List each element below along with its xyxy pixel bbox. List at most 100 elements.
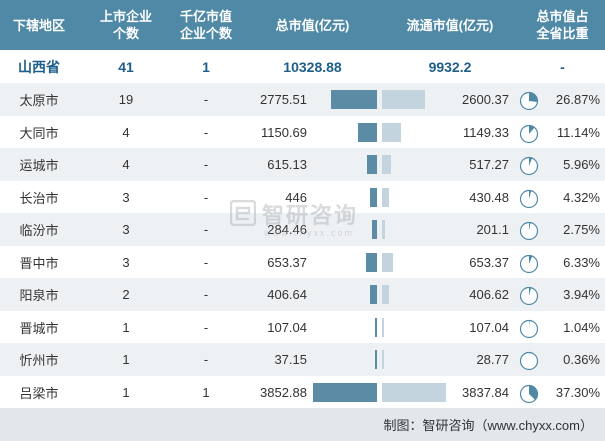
- hundred-billion-count-cell: -: [203, 92, 209, 107]
- hundred-billion-count-cell: -: [203, 254, 209, 270]
- header-floating-market-value: 流通市值(亿元): [406, 17, 494, 33]
- summary-hundred-billion-count: 1: [202, 58, 210, 75]
- summary-floating: 9932.2: [428, 58, 472, 75]
- floating-market-value-label: 201.1: [476, 222, 509, 237]
- share-pie-icon: [519, 189, 539, 208]
- total-market-value-label: 653.37: [267, 254, 307, 270]
- header-total-market-value: 总市值(亿元): [275, 17, 350, 33]
- region-cell: 晋中市: [19, 255, 59, 271]
- share-pie-slice: [529, 190, 532, 199]
- header-listed-count: 上市企业 个数: [99, 9, 152, 41]
- region-cell: 太原市: [19, 93, 59, 108]
- total-market-value-label: 284.46: [267, 222, 307, 237]
- floating-market-value-label: 406.62: [469, 287, 509, 302]
- floating-market-value-bar: [382, 252, 393, 272]
- share-pie-icon: [519, 286, 539, 306]
- header-region: 下辖地区: [12, 17, 65, 33]
- total-market-value-label: 37.15: [274, 352, 307, 367]
- hundred-billion-count-cell: 1: [202, 384, 210, 400]
- province-share-cell: 6.33%: [563, 254, 600, 270]
- table-row: 临汾市 3 - 284.46 201.1 2.75%: [0, 213, 605, 246]
- summary-share: -: [560, 58, 565, 75]
- share-pie-icon: [519, 384, 539, 403]
- floating-market-value-bar: [382, 285, 389, 304]
- total-market-value-label: 107.04: [267, 319, 307, 335]
- total-market-value-label: 406.64: [267, 287, 307, 302]
- hundred-billion-count-cell: -: [203, 352, 209, 367]
- watermark-url: www.chyxx.com: [264, 228, 355, 238]
- region-cell: 阳泉市: [19, 288, 59, 303]
- brand-logo-icon: [230, 200, 256, 226]
- table-row: 太原市 19 - 2775.51 2600.37 26.87%: [0, 83, 605, 116]
- region-cell: 晋城市: [19, 320, 59, 336]
- hundred-billion-count-cell: -: [203, 222, 209, 237]
- summary-listed-count: 41: [118, 58, 134, 75]
- region-cell: 吕梁市: [19, 385, 59, 401]
- region-cell: 忻州市: [19, 353, 59, 368]
- total-market-value-bar: [330, 90, 377, 109]
- listed-count-cell: 3: [122, 254, 130, 270]
- total-market-value-bar: [372, 220, 377, 239]
- footer: 制图：智研咨询（www.chyxx.com）: [0, 408, 605, 441]
- source-credit: 制图：智研咨询（www.chyxx.com）: [383, 418, 593, 433]
- share-pie-icon: [519, 319, 539, 338]
- total-market-value-bar: [313, 382, 377, 402]
- share-pie-icon: [519, 124, 539, 143]
- floating-market-value-bar: [382, 90, 426, 109]
- table-row: 晋中市 3 - 653.37 653.37 6.33%: [0, 245, 605, 279]
- share-pie-icon: [519, 254, 539, 273]
- total-market-value-bar: [357, 122, 377, 142]
- watermark: 智研咨询 www.chyxx.com: [230, 198, 390, 242]
- header-province-share: 总市值占 全省比重: [536, 9, 589, 41]
- hundred-billion-count-cell: -: [203, 287, 209, 302]
- listed-count-cell: 3: [122, 189, 130, 205]
- total-market-value-label: 1150.69: [260, 124, 307, 140]
- total-market-value-bar: [366, 155, 377, 174]
- floating-market-value-label: 2600.37: [462, 92, 509, 107]
- table-row: 阳泉市 2 - 406.64 406.62 3.94%: [0, 278, 605, 311]
- region-cell: 长治市: [19, 190, 59, 206]
- province-share-cell: 5.96%: [563, 157, 600, 172]
- region-cell: 临汾市: [19, 223, 59, 238]
- hundred-billion-count-cell: -: [203, 124, 209, 140]
- floating-market-value-bar: [382, 155, 391, 174]
- total-market-value-label: 446: [285, 189, 307, 205]
- floating-market-value-label: 107.04: [469, 319, 509, 335]
- table-header: 下辖地区 上市企业 个数 千亿市值 企业个数 总市值(亿元) 流通市值(亿元) …: [0, 0, 605, 50]
- share-pie-slice: [529, 92, 538, 102]
- listed-count-cell: 1: [122, 319, 130, 335]
- province-share-cell: 26.87%: [555, 92, 600, 107]
- total-market-value-bar: [370, 285, 377, 304]
- share-pie-slice: [529, 287, 532, 296]
- table-row: 忻州市 1 - 37.15 28.77 0.36%: [0, 343, 605, 376]
- total-market-value-label: 2775.51: [260, 92, 307, 107]
- floating-market-value-label: 1149.33: [462, 124, 509, 140]
- floating-market-value-bar: [382, 220, 386, 239]
- region-cell: 运城市: [19, 158, 59, 173]
- listed-count-cell: 4: [122, 124, 130, 140]
- listed-count-cell: 1: [122, 352, 130, 367]
- listed-count-cell: 2: [122, 287, 130, 302]
- table-row: 运城市 4 - 615.13 517.27 5.96%: [0, 148, 605, 181]
- hundred-billion-count-cell: -: [203, 189, 209, 205]
- summary-row: 山西省 41 1 10328.88 9932.2 -: [0, 50, 605, 83]
- hundred-billion-count-cell: -: [203, 157, 209, 172]
- province-share-cell: 0.36%: [563, 352, 600, 367]
- table-row: 大同市 4 - 1150.69 1149.33 11.14%: [0, 115, 605, 149]
- floating-market-value-bar: [382, 317, 384, 337]
- province-share-cell: 37.30%: [555, 384, 600, 400]
- share-pie-slice: [529, 125, 535, 134]
- total-market-value-bar: [375, 350, 377, 369]
- listed-count-cell: 3: [122, 222, 130, 237]
- summary-region: 山西省: [18, 58, 60, 75]
- share-pie-slice: [529, 222, 531, 231]
- header-hundred-billion-count: 千亿市值 企业个数: [179, 9, 232, 41]
- listed-count-cell: 4: [122, 157, 130, 172]
- watermark-name: 智研咨询: [262, 203, 359, 228]
- floating-market-value-label: 517.27: [469, 157, 509, 172]
- floating-market-value-label: 3837.84: [462, 384, 509, 400]
- floating-market-value-bar: [382, 187, 390, 207]
- province-share-cell: 11.14%: [556, 124, 600, 140]
- table-row: 晋城市 1 - 107.04 107.04 1.04%: [0, 310, 605, 344]
- total-market-value-bar: [369, 187, 377, 207]
